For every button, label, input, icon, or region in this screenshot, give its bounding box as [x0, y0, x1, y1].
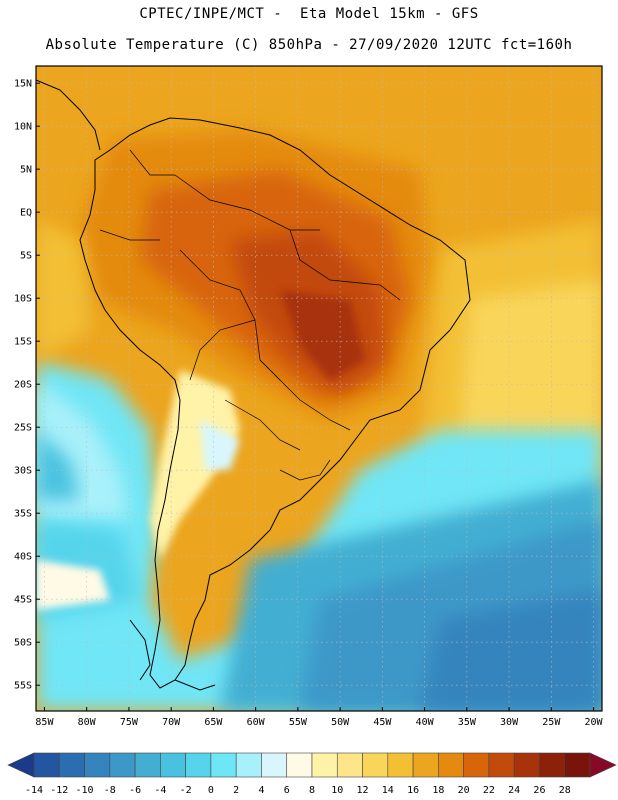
lat-tick-label: 40S — [14, 552, 32, 563]
colorbar-label: 26 — [533, 785, 545, 796]
colorbar-label: 12 — [357, 785, 369, 796]
lat-tick-label: 25S — [14, 423, 32, 434]
colorbar-swatch — [235, 752, 262, 778]
longitude-labels: 85W 80W 75W 70W 65W 60W 55W 50W 45W 40W 35W 30W 25W 2… — [35, 707, 604, 728]
colorbar-label: 10 — [331, 785, 343, 796]
colorbar-swatch — [488, 752, 515, 778]
colorbar-swatch — [160, 752, 186, 778]
lon-tick-label: 80W — [78, 717, 97, 728]
colorbar-swatch — [109, 752, 136, 778]
colorbar-swatch — [33, 752, 60, 778]
colorbar-swatch — [564, 752, 591, 778]
colorbar-label: 2 — [233, 785, 239, 796]
lon-tick-label: 25W — [542, 717, 561, 728]
colorbar-arrow-high — [589, 752, 617, 778]
colorbar-swatch — [412, 752, 439, 778]
lon-tick-label: 70W — [162, 717, 181, 728]
colorbar-swatch — [311, 752, 338, 778]
colorbar-label: 22 — [483, 785, 495, 796]
lon-tick-label: 60W — [247, 717, 266, 728]
colorbar-label: 24 — [508, 785, 520, 796]
colorbar-swatch — [513, 752, 540, 778]
colorbar-label: 18 — [432, 785, 444, 796]
colorbar-swatch — [134, 752, 161, 778]
lat-tick-label: 55S — [14, 681, 32, 692]
colorbar-swatch — [84, 752, 111, 778]
colorbar-label: 0 — [208, 785, 214, 796]
map-frame — [35, 65, 603, 712]
colorbar-label: 14 — [382, 785, 394, 796]
lon-tick-label: 20W — [585, 717, 604, 728]
lon-tick-label: 45W — [373, 717, 392, 728]
colorbar-label: -4 — [154, 785, 166, 796]
lon-tick-label: 55W — [289, 717, 308, 728]
lat-tick-label: 5N — [20, 165, 32, 176]
lat-tick-label: 35S — [14, 509, 32, 520]
country-borders — [99, 149, 401, 481]
colorbar-label: 28 — [559, 785, 571, 796]
colorbar-swatch — [185, 752, 212, 778]
latitude-labels: 15N 10N 5N EQ 5S 10S 15S 20S 25S 30S 35S 40S 45S 50S 5… — [14, 79, 40, 692]
colorbar-swatch — [539, 752, 566, 778]
colorbar-label: -10 — [76, 785, 94, 796]
lon-tick-label: 40W — [416, 717, 435, 728]
lat-tick-label: 50S — [14, 638, 32, 649]
colorbar-label: -12 — [50, 785, 68, 796]
colorbar-label: -6 — [129, 785, 141, 796]
lon-tick-label: 35W — [458, 717, 477, 728]
chart-title-line1: CPTEC/INPE/MCT - Eta Model 15km - GFS — [139, 6, 479, 22]
colorbar-swatch — [286, 752, 313, 778]
colorbar-swatch — [362, 752, 389, 778]
colorbar-label: -14 — [25, 785, 43, 796]
colorbar-label: 6 — [284, 785, 290, 796]
lon-tick-label: 50W — [331, 717, 350, 728]
lat-tick-label: 10N — [14, 122, 32, 133]
lon-tick-label: 85W — [35, 717, 54, 728]
colorbar-label: 20 — [458, 785, 470, 796]
coastlines — [35, 79, 471, 691]
lon-tick-label: 30W — [500, 717, 519, 728]
lat-tick-label: 20S — [14, 380, 32, 391]
colorbar-label: 16 — [407, 785, 419, 796]
lat-tick-label: 45S — [14, 595, 32, 606]
lat-tick-label: 10S — [14, 294, 32, 305]
colorbar-label: -2 — [180, 785, 192, 796]
colorbar-swatch — [210, 752, 237, 778]
colorbar-arrow-low — [7, 752, 35, 778]
colorbar: -14 -12 -10 -8 -6 -4 -2 0 2 4 6 8 10 12 14 16 18 20 22 24 26… — [7, 752, 617, 796]
colorbar-swatch — [463, 752, 490, 778]
lat-tick-label: 15N — [14, 79, 32, 90]
colorbar-swatch — [58, 752, 85, 778]
lat-tick-label: 30S — [14, 466, 32, 477]
lat-tick-label: EQ — [20, 208, 32, 219]
temperature-field — [36, 66, 602, 711]
colorbar-swatch — [387, 752, 414, 778]
colorbar-swatch — [438, 752, 464, 778]
lon-tick-label: 75W — [120, 717, 139, 728]
colorbar-swatch — [261, 752, 288, 778]
lat-tick-label: 5S — [20, 251, 32, 262]
temperature-map: 15N 10N 5N EQ 5S 10S 15S 20S 25S 30S 35S 40S 45S 50S 5… — [14, 65, 604, 728]
colorbar-swatch — [336, 752, 363, 778]
chart-title-line2: Absolute Temperature (C) 850hPa - 27/09/… — [45, 37, 573, 53]
colorbar-label: -8 — [104, 785, 116, 796]
colorbar-label: 8 — [309, 785, 315, 796]
lat-tick-label: 15S — [14, 337, 32, 348]
lon-tick-label: 65W — [204, 717, 223, 728]
colorbar-label: 4 — [258, 785, 264, 796]
